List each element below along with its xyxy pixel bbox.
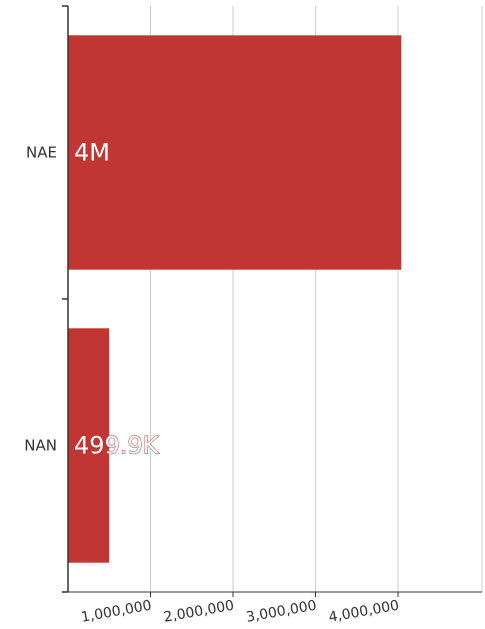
- data-label-nan: 499.9K: [74, 432, 160, 460]
- axes: [62, 5, 482, 597]
- data-label-nae: 4M: [74, 139, 110, 167]
- bar-nan: [68, 328, 110, 563]
- category-label-nae: NAE: [26, 144, 57, 162]
- x-tick-label: 3,000,000: [245, 598, 318, 626]
- bars: [68, 35, 402, 563]
- x-tick-label: 1,000,000: [80, 598, 153, 626]
- bar-nae: [68, 35, 402, 270]
- x-tick-label: 2,000,000: [162, 598, 235, 626]
- x-tick-label: 4,000,000: [327, 598, 400, 626]
- category-label-nan: NAN: [24, 437, 57, 455]
